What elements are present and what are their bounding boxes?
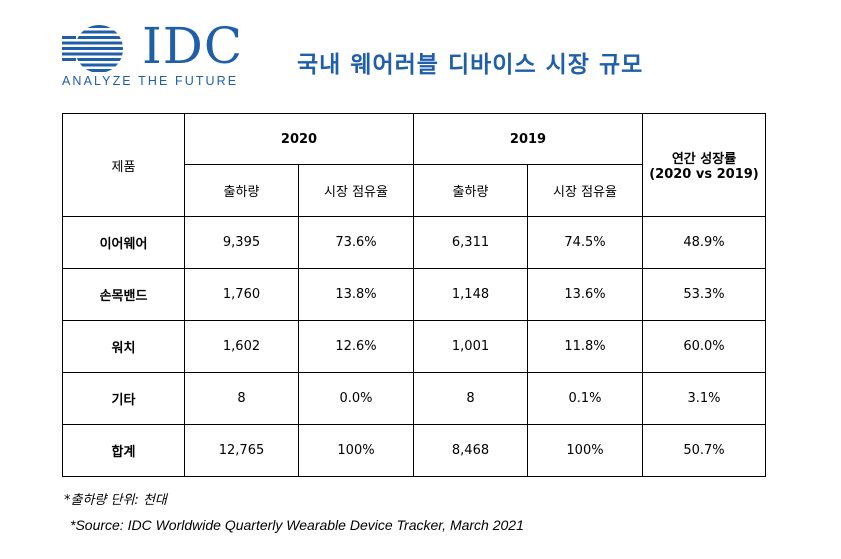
- cell-share-2019: 100%: [527, 424, 643, 477]
- header-growth-line2: (2020 vs 2019): [649, 167, 759, 182]
- cell-shipments-2019: 1,148: [413, 268, 528, 321]
- header-shipments-2019: 출하량: [413, 164, 528, 217]
- source-note: *Source: IDC Worldwide Quarterly Wearabl…: [70, 517, 524, 533]
- page-title: 국내 웨어러블 디바이스 시장 규모: [297, 52, 644, 78]
- cell-share-2019: 13.6%: [527, 268, 643, 321]
- cell-product: 손목밴드: [62, 268, 185, 321]
- unit-note: *출하량 단위: 천대: [64, 493, 167, 508]
- cell-growth: 50.7%: [642, 424, 766, 477]
- cell-share-2020: 73.6%: [298, 216, 414, 269]
- header-share-2020: 시장 점유율: [298, 164, 414, 217]
- cell-shipments-2020: 8: [184, 372, 299, 425]
- cell-shipments-2020: 1,602: [184, 320, 299, 373]
- cell-share-2019: 11.8%: [527, 320, 643, 373]
- table-row: 기타 8 0.0% 8 0.1% 3.1%: [62, 372, 766, 425]
- header-row-years: 제품 2020 2019 연간 성장률 (2020 vs 2019): [62, 113, 766, 217]
- header-growth: 연간 성장률 (2020 vs 2019): [642, 113, 766, 217]
- cell-growth: 53.3%: [642, 268, 766, 321]
- idc-tagline: ANALYZE THE FUTURE: [62, 74, 239, 88]
- cell-shipments-2020: 9,395: [184, 216, 299, 269]
- table-row: 손목밴드 1,760 13.8% 1,148 13.6% 53.3%: [62, 268, 766, 321]
- header-shipments-2020: 출하량: [184, 164, 299, 217]
- cell-growth: 48.9%: [642, 216, 766, 269]
- cell-share-2020: 13.8%: [298, 268, 414, 321]
- wearables-market-table: 제품 2020 2019 연간 성장률 (2020 vs 2019) 출하량 시…: [62, 113, 766, 477]
- cell-share-2019: 0.1%: [527, 372, 643, 425]
- table-row-total: 합계 12,765 100% 8,468 100% 50.7%: [62, 424, 766, 477]
- header-row-metrics: 출하량 시장 점유율 출하량 시장 점유율: [63, 164, 766, 217]
- cell-product: 합계: [62, 424, 185, 477]
- cell-shipments-2020: 1,760: [184, 268, 299, 321]
- cell-shipments-2020: 12,765: [184, 424, 299, 477]
- idc-wordmark: IDC: [142, 17, 244, 75]
- cell-shipments-2019: 6,311: [413, 216, 528, 269]
- header-growth-line1: 연간 성장률: [671, 152, 737, 167]
- table-row: 이어웨어 9,395 73.6% 6,311 74.5% 48.9%: [62, 216, 766, 269]
- cell-growth: 3.1%: [642, 372, 766, 425]
- cell-growth: 60.0%: [642, 320, 766, 373]
- cell-shipments-2019: 8,468: [413, 424, 528, 477]
- cell-product: 워치: [62, 320, 185, 373]
- header-product: 제품: [62, 113, 185, 217]
- cell-share-2020: 12.6%: [298, 320, 414, 373]
- cell-shipments-2019: 1,001: [413, 320, 528, 373]
- cell-shipments-2019: 8: [413, 372, 528, 425]
- cell-product: 이어웨어: [62, 216, 185, 269]
- cell-product: 기타: [62, 372, 185, 425]
- header-year-2019: 2019: [413, 113, 643, 165]
- idc-globe-icon: [62, 25, 123, 72]
- idc-logo: IDC ANALYZE THE FUTURE: [62, 18, 252, 92]
- header-year-2020: 2020: [184, 113, 414, 165]
- table-row: 워치 1,602 12.6% 1,001 11.8% 60.0%: [62, 320, 766, 373]
- cell-share-2020: 100%: [298, 424, 414, 477]
- cell-share-2020: 0.0%: [298, 372, 414, 425]
- cell-share-2019: 74.5%: [527, 216, 643, 269]
- header-share-2019: 시장 점유율: [527, 164, 643, 217]
